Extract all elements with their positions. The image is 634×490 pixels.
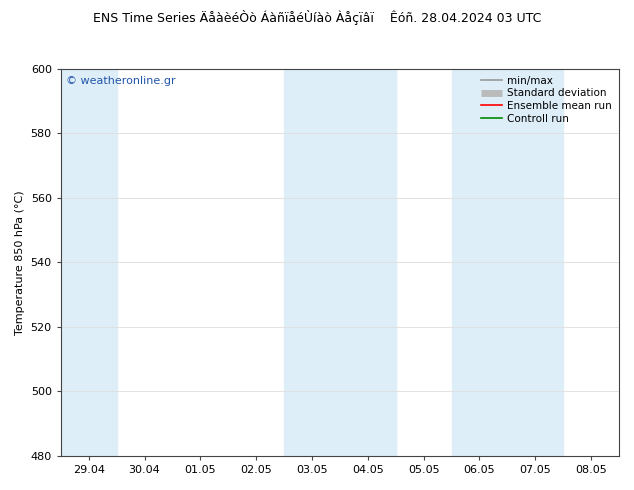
Bar xyxy=(340,69,396,456)
Text: © weatheronline.gr: © weatheronline.gr xyxy=(67,76,176,86)
Bar xyxy=(451,69,507,456)
Bar xyxy=(507,69,563,456)
Text: ENS Time Series ÄåàèéÒò ÁàñïåéÙíàò Àåçïâï    Êóñ. 28.04.2024 03 UTC: ENS Time Series ÄåàèéÒò ÁàñïåéÙíàò Àåçïâ… xyxy=(93,10,541,25)
Y-axis label: Temperature 850 hPa (°C): Temperature 850 hPa (°C) xyxy=(15,190,25,335)
Legend: min/max, Standard deviation, Ensemble mean run, Controll run: min/max, Standard deviation, Ensemble me… xyxy=(479,74,614,126)
Bar xyxy=(284,69,340,456)
Bar xyxy=(61,69,117,456)
